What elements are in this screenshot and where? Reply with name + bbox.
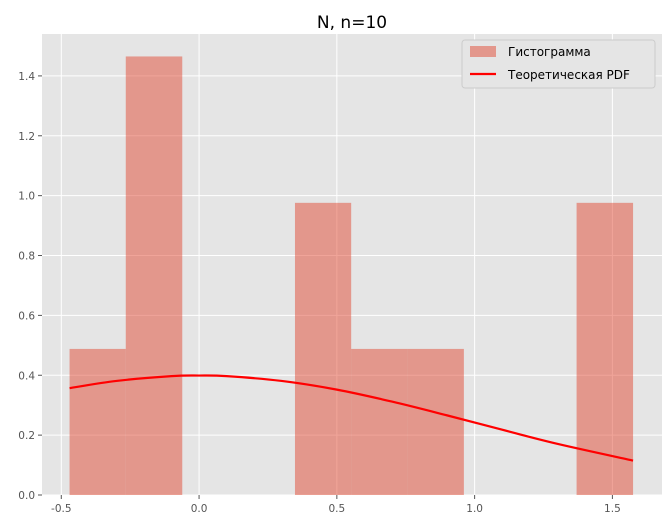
y-tick-label: 1.2 — [18, 131, 35, 143]
y-tick-label: 0.4 — [18, 370, 35, 382]
y-tick-label: 1.4 — [18, 71, 35, 83]
legend-pdf-label: Теоретическая PDF — [507, 68, 630, 82]
chart-title: N, n=10 — [317, 13, 387, 33]
pdf-line — [69, 374, 634, 462]
y-tick-label: 0.8 — [18, 251, 35, 263]
histogram-bar — [576, 202, 634, 495]
y-tick-label: 0.0 — [18, 490, 35, 502]
histogram-bar — [125, 56, 183, 496]
x-tick-label: 1.0 — [466, 503, 483, 515]
histogram-bar — [351, 348, 408, 495]
x-tick-label: 1.5 — [604, 503, 621, 515]
legend-histogram-swatch — [470, 46, 496, 57]
x-tick-label: 0.0 — [191, 503, 208, 515]
legend-histogram-label: Гистограмма — [508, 45, 591, 59]
y-tick-label: 0.6 — [18, 310, 35, 322]
histogram-bar — [407, 348, 464, 495]
y-tick-label: 1.0 — [18, 191, 35, 203]
histogram-bars — [69, 56, 634, 496]
y-tick-label: 0.2 — [18, 430, 35, 442]
legend-box — [461, 39, 656, 89]
legend: Гистограмма Теоретическая PDF — [461, 39, 656, 89]
histogram-bar — [69, 348, 126, 495]
x-tick-label: 0.5 — [328, 503, 345, 515]
x-axis-ticks: -0.5 0.0 0.5 1.0 1.5 — [51, 495, 621, 515]
histogram-bar — [294, 202, 352, 495]
y-axis-ticks: 0.0 0.2 0.4 0.6 0.8 1.0 1.2 1.4 — [18, 71, 42, 502]
x-tick-label: -0.5 — [51, 503, 72, 515]
